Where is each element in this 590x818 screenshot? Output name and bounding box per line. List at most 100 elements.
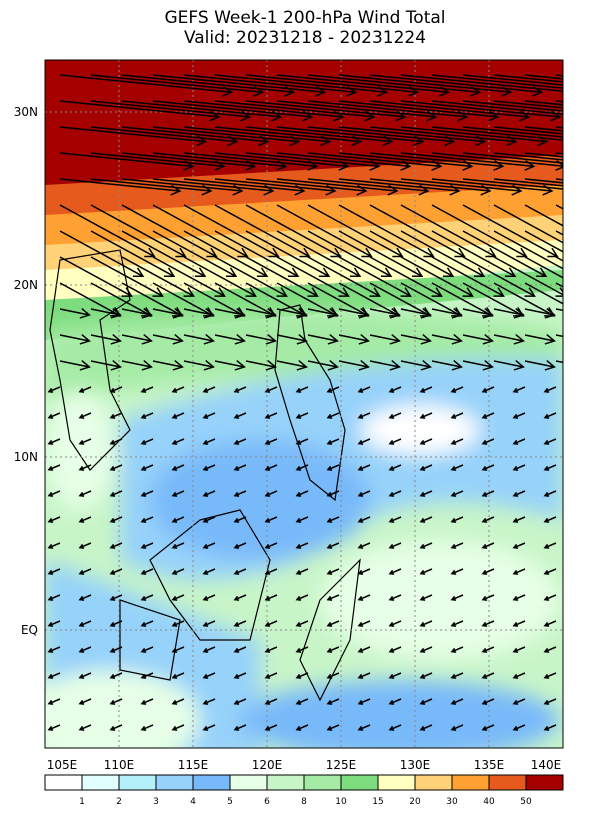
coastline	[149, 509, 271, 641]
wind-vectors	[47, 74, 563, 731]
wind-arrow	[326, 516, 340, 523]
wind-arrow	[109, 490, 123, 497]
wind-arrow	[512, 672, 526, 679]
wind-arrow	[121, 333, 153, 345]
wind-arrow	[47, 516, 61, 523]
wind-arrow	[276, 282, 339, 317]
map-frame	[44, 59, 564, 749]
wind-arrow	[524, 282, 563, 305]
wind-arrow	[512, 386, 526, 393]
field-blob	[45, 670, 200, 748]
field-blob	[45, 310, 563, 400]
wind-arrow	[450, 568, 464, 575]
wind-arrow	[295, 386, 309, 393]
wind-arrow	[47, 646, 61, 653]
wind-arrow	[78, 516, 92, 523]
wind-arrow	[524, 230, 563, 253]
wind-arrow	[109, 594, 123, 601]
wind-arrow	[338, 307, 370, 319]
wind-arrow	[543, 568, 557, 575]
wind-arrow	[338, 282, 401, 317]
wind-arrow	[202, 724, 216, 731]
wind-arrow	[264, 724, 278, 731]
wind-arrow	[78, 724, 92, 731]
coastline	[119, 599, 181, 681]
wind-arrow	[512, 568, 526, 575]
wind-arrow	[481, 412, 495, 419]
wind-arrow	[431, 204, 528, 258]
wind-arrow	[214, 204, 311, 258]
wind-arrow	[419, 542, 433, 549]
wind-arrow	[47, 464, 61, 471]
wind-arrow	[326, 412, 340, 419]
wind-arrow	[152, 204, 249, 258]
wind-arrow	[419, 620, 433, 627]
wind-arrow	[307, 282, 370, 317]
wind-arrow	[109, 438, 123, 445]
wind-arrow	[171, 594, 185, 601]
wind-arrow	[462, 152, 563, 164]
colorbar-box	[44, 774, 83, 791]
wind-arrow	[388, 386, 402, 393]
wind-arrow	[121, 307, 153, 319]
wind-arrow	[493, 333, 525, 345]
wind-arrow	[326, 620, 340, 627]
wind-arrow	[140, 386, 154, 393]
wind-arrow	[140, 568, 154, 575]
wind-arrow	[183, 256, 257, 297]
wind-arrow	[78, 620, 92, 627]
wind-arrow	[264, 672, 278, 679]
wind-arrow	[357, 438, 371, 445]
wind-arrow	[481, 464, 495, 471]
wind-arrow	[543, 542, 557, 549]
wind-arrow	[295, 672, 309, 679]
wind-arrow	[388, 412, 402, 419]
wind-arrow	[183, 333, 215, 345]
colorbar-box	[155, 774, 194, 791]
wind-arrow	[462, 74, 563, 86]
wind-arrow	[183, 204, 280, 258]
wind-arrow	[121, 359, 153, 371]
wind-arrow	[493, 256, 563, 297]
lon-label: 135E	[474, 758, 505, 772]
colorbar-label: 10	[335, 797, 347, 807]
wind-arrow	[214, 282, 277, 317]
wind-arrow	[109, 386, 123, 393]
wind-arrow	[493, 152, 563, 161]
coastline	[299, 558, 361, 702]
wind-arrow	[512, 620, 526, 627]
wind-arrow	[450, 646, 464, 653]
lon-label: 120E	[252, 758, 283, 772]
wind-arrow	[450, 594, 464, 601]
wind-arrow	[245, 359, 277, 371]
wind-arrow	[543, 412, 557, 419]
wind-arrow	[543, 594, 557, 601]
wind-arrow	[214, 307, 246, 319]
wind-arrow	[140, 516, 154, 523]
wind-arrow	[462, 126, 563, 138]
wind-arrow	[400, 333, 432, 345]
wind-arrow	[450, 438, 464, 445]
wind-arrow	[109, 672, 123, 679]
wind-arrow	[493, 74, 563, 83]
wind-arrow	[109, 724, 123, 731]
colorbar-label: 30	[446, 797, 458, 807]
wind-arrow	[493, 230, 563, 270]
wind-arrow	[400, 74, 563, 93]
wind-arrow	[543, 620, 557, 627]
wind-arrow	[214, 333, 246, 345]
wind-arrow	[524, 178, 563, 184]
wind-arrow	[264, 568, 278, 575]
wind-arrow	[59, 333, 91, 345]
wind-arrow	[59, 307, 91, 319]
wind-arrow	[140, 724, 154, 731]
colorbar-box	[229, 774, 268, 791]
wind-arrow	[543, 672, 557, 679]
field-band	[45, 60, 563, 140]
field-blob	[150, 440, 370, 560]
wind-arrow	[152, 307, 184, 319]
wind-arrow	[388, 490, 402, 497]
wind-arrow	[326, 542, 340, 549]
colorbar-box	[451, 774, 490, 791]
wind-arrow	[202, 542, 216, 549]
